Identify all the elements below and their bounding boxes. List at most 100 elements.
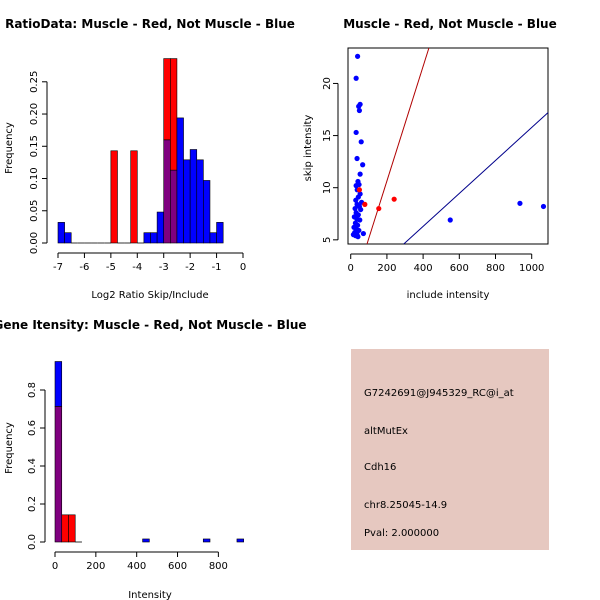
ratio-red-bar xyxy=(110,150,118,244)
intensity-y-tick-label: 0.6 xyxy=(27,420,38,436)
scatter-point-blue xyxy=(355,234,361,240)
scatter-ylabel: skip intensity xyxy=(303,115,314,182)
ratio-x-tick-label: -6 xyxy=(79,262,89,273)
ratio-blue-bar xyxy=(143,232,151,244)
intensity-axes: 0 200 400 600 800 0.0 0.2 0.4 0.6 0.8 xyxy=(27,382,228,572)
scatter-point-blue xyxy=(356,227,362,234)
intensity-blue-bar xyxy=(202,538,211,543)
scatter-point-blue xyxy=(356,107,363,114)
intensity-y-tick-label: 0.2 xyxy=(27,496,38,512)
ratio-blue-bar xyxy=(216,222,224,244)
ratio-red-bar xyxy=(170,58,178,171)
scatter-x-tick-label: 0 xyxy=(348,263,354,274)
scatter-point-blue xyxy=(354,53,361,59)
scatter-xlabel: include intensity xyxy=(407,290,490,301)
scatter-point-blue xyxy=(517,200,523,206)
intensity-overlap-bar xyxy=(54,406,63,543)
intensity-chart: Gene Itensity: Muscle - Red, Not Muscle … xyxy=(0,318,307,600)
scatter-point-red xyxy=(376,205,382,212)
intensity-x-tick-label: 600 xyxy=(168,561,187,572)
scatter-x-tick-label: 400 xyxy=(414,263,433,274)
scatter-frame xyxy=(347,47,549,245)
ratio-blue-bar xyxy=(196,159,204,244)
ratio-xlabel: Log2 Ratio Skip/Include xyxy=(91,290,208,301)
ratio-x-tick-label: -4 xyxy=(132,262,142,273)
info-panel: G7242691@J945329_RC@i_at altMutEx Cdh16 … xyxy=(351,349,549,550)
ratio-blue-bar xyxy=(183,159,191,244)
ratio-overlap-bar xyxy=(170,169,178,244)
scatter-lines xyxy=(366,47,549,245)
scatter-point-blue xyxy=(358,206,364,213)
intensity-x-tick-label: 200 xyxy=(86,561,105,572)
ratio-blue-bar xyxy=(57,222,65,244)
scatter-point-blue xyxy=(355,212,361,218)
intensity-red-bar xyxy=(68,514,76,543)
scatter-axes: 0 200 400 600 800 1000 5 10 15 20 xyxy=(322,77,544,274)
intensity-blue-bar xyxy=(236,538,244,543)
scatter-point-red xyxy=(391,196,397,202)
ratio-axes: -7 -6 -5 -4 -3 -2 -1 0 0.00 0.05 0.10 0.15 0.20 0.25 xyxy=(29,71,246,273)
ratio-blue-bar xyxy=(156,211,165,244)
ratio-chart: RatioData: Muscle - Red, Not Muscle - Bl… xyxy=(4,17,295,301)
ratio-blue-bar xyxy=(203,180,211,244)
ratio-x-tick-label: -3 xyxy=(159,262,169,273)
scatter-y-tick-label: 20 xyxy=(322,77,333,90)
scatter-point-blue xyxy=(356,181,362,188)
ratio-ylabel: Frequency xyxy=(4,122,15,174)
scatter-point-blue xyxy=(447,217,453,223)
intensity-y-tick-label: 0.8 xyxy=(27,382,38,398)
intensity-y-tick-label: 0.0 xyxy=(27,534,38,550)
scatter-x-tick-label: 600 xyxy=(450,263,469,274)
ratio-x-tick-label: 0 xyxy=(240,262,246,273)
ratio-y-tick-label: 0.10 xyxy=(29,167,40,189)
intensity-x-tick-label: 0 xyxy=(52,561,58,572)
ratio-y-tick-label: 0.00 xyxy=(29,232,40,254)
intensity-ylabel: Frequency xyxy=(4,422,15,474)
ratio-blue-bar xyxy=(209,232,217,244)
ratio-y-tick-label: 0.15 xyxy=(29,135,40,157)
scatter-y-tick-label: 5 xyxy=(322,237,333,243)
scatter-point-blue xyxy=(360,162,366,168)
scatter-point-blue xyxy=(357,171,363,177)
scatter-point-blue xyxy=(356,103,362,109)
intensity-red-bar xyxy=(61,514,69,543)
event-type: altMutEx xyxy=(364,426,408,437)
chromosome-location: chr8.25045-14.9 xyxy=(364,500,447,511)
ratio-bars xyxy=(57,58,224,244)
intensity-blue-bar xyxy=(142,538,150,543)
intensity-x-tick-label: 800 xyxy=(209,561,228,572)
ratio-title: RatioData: Muscle - Red, Not Muscle - Bl… xyxy=(5,17,295,31)
intensity-y-tick-label: 0.4 xyxy=(27,458,38,474)
probe-id: G7242691@J945329_RC@i_at xyxy=(364,388,514,399)
intensity-x-tick-label: 400 xyxy=(127,561,146,572)
scatter-point-blue xyxy=(358,139,364,145)
scatter-point-blue xyxy=(353,129,359,136)
pval-text: Pval: 2.000000 xyxy=(364,528,439,539)
ratio-overlap-bar xyxy=(163,139,171,244)
ratio-y-tick-label: 0.20 xyxy=(29,103,40,125)
ratio-blue-bar xyxy=(64,232,72,244)
ratio-blue-bar xyxy=(189,149,198,244)
scatter-point-blue xyxy=(352,205,358,212)
scatter-point-blue xyxy=(357,217,363,223)
scatter-blue-line xyxy=(403,112,549,245)
intensity-blue-bar xyxy=(54,361,63,407)
scatter-y-tick-label: 15 xyxy=(322,129,333,142)
scatter-x-tick-label: 800 xyxy=(486,263,505,274)
intensity-title: Gene Itensity: Muscle - Red, Not Muscle … xyxy=(0,318,307,332)
ratio-y-tick-label: 0.05 xyxy=(29,200,40,222)
ratio-blue-bar xyxy=(150,232,158,244)
scatter-x-tick-label: 200 xyxy=(377,263,396,274)
ratio-x-tick-label: -2 xyxy=(185,262,195,273)
scatter-chart: Muscle - Red, Not Muscle - Blue 0 200 400 6… xyxy=(303,17,557,301)
scatter-point-blue xyxy=(353,75,359,81)
ratio-x-tick-label: -7 xyxy=(53,262,63,273)
ratio-red-bar xyxy=(163,58,171,141)
scatter-point-red xyxy=(362,201,368,207)
scatter-point-blue xyxy=(353,197,359,203)
scatter-title: Muscle - Red, Not Muscle - Blue xyxy=(343,17,557,31)
scatter-point-blue xyxy=(360,230,366,237)
info-background xyxy=(351,349,549,550)
ratio-y-tick-label: 0.25 xyxy=(29,71,40,93)
scatter-point-red xyxy=(356,187,363,193)
